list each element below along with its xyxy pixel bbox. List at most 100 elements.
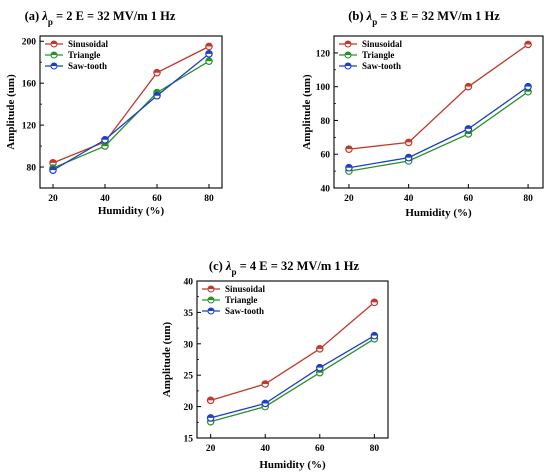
chart-b-title-prefix: (b) (348, 9, 366, 23)
chart-a-title-subscript: p (48, 17, 53, 27)
chart-c-xtick-label: 80 (370, 444, 380, 454)
chart-a-series-point-half-2 (153, 92, 161, 96)
chart-a-series-point-half-1 (205, 57, 213, 62)
chart-b-series-point-half-2 (345, 164, 353, 168)
chart-a-series-point-half-1 (101, 142, 109, 147)
chart-c-title-subscript: p (231, 267, 236, 277)
chart-c-series-line-1 (210, 338, 375, 423)
chart-b-xtick-label: 20 (344, 194, 354, 204)
chart-c-title-symbol: λ (225, 259, 232, 273)
chart-a-series-line-2 (52, 53, 210, 171)
chart-a-series-point-half-2 (205, 50, 213, 54)
chart-b-title-subscript: p (372, 17, 377, 27)
chart-a-title-suffix: = 2 E = 32 MV/m 1 Hz (53, 9, 176, 23)
chart-c-xlabel: Humidity (%) (259, 459, 326, 471)
chart-b-series-point-half-0 (465, 83, 472, 87)
chart-b-ytick-label: 80 (321, 117, 331, 127)
chart-a-series-line-1 (52, 60, 210, 169)
chart-b-title: (b) λp = 3 E = 32 MV/m 1 Hz (348, 9, 500, 27)
chart-a-xtick-label: 20 (48, 194, 58, 204)
chart-b-ytick-label: 60 (321, 151, 331, 161)
chart-a-ytick-label: 200 (22, 38, 37, 48)
chart-c-series-line-0 (210, 301, 375, 401)
chart-b-ytick-label: 120 (316, 49, 331, 59)
chart-a-series-point-half-0 (153, 69, 161, 73)
chart-a-xtick-label: 80 (204, 194, 214, 204)
chart-b-series-point-half-2 (405, 154, 412, 158)
chart-c-series-point-half-2 (371, 332, 378, 336)
chart-b-title-suffix: = 3 E = 32 MV/m 1 Hz (377, 9, 500, 23)
chart-a-ytick-label: 160 (22, 80, 37, 90)
chart-c-series-point-half-0 (207, 397, 214, 401)
chart-a-legend-label-0: Sinusoidal (68, 39, 109, 49)
chart-a-xtick-label: 40 (100, 194, 110, 204)
chart-b-frame (333, 35, 544, 189)
chart-c-xtick-label: 60 (315, 444, 325, 454)
chart-b-series-line-1 (348, 91, 529, 172)
chart-a-title-prefix: (a) (25, 9, 43, 23)
chart-b-legend-label-2: Saw-tooth (362, 61, 401, 71)
chart-c: (c) λp = 4 E = 32 MV/m 1 Hz 15 20 25 30 35 40 2… (161, 259, 389, 471)
chart-c-ytick-label: 35 (184, 309, 194, 319)
chart-a-legend-marker-half-1 (51, 52, 57, 55)
chart-c-ytick-label: 15 (184, 435, 194, 445)
chart-b-ytick-label: 100 (316, 83, 331, 93)
chart-b-series-point-half-0 (405, 139, 412, 143)
chart-a: (a) λp = 2 E = 32 MV/m 1 Hz 80 120 160 200 20… (5, 9, 223, 217)
chart-c-series-point-half-2 (262, 400, 269, 404)
chart-b-series-point-half-2 (465, 125, 472, 129)
chart-c-ytick-label: 40 (184, 278, 194, 288)
chart-b-legend-marker-half-1 (345, 52, 351, 55)
chart-c-legend-marker-half-2 (208, 308, 214, 311)
chart-b-xtick-label: 80 (523, 194, 533, 204)
chart-a-series-point-half-0 (49, 159, 57, 163)
chart-b-xlabel: Humidity (%) (405, 207, 472, 219)
chart-c-title-suffix: = 4 E = 32 MV/m 1 Hz (237, 259, 360, 273)
chart-a-ytick-label: 120 (22, 122, 37, 132)
chart-a-frame (39, 35, 223, 189)
chart-a-legend-marker-half-2 (51, 63, 57, 66)
chart-b-series-line-2 (348, 86, 529, 169)
chart-b-ylabel: Amplitude (um) (301, 74, 313, 150)
chart-c-title: (c) λp = 4 E = 32 MV/m 1 Hz (209, 259, 360, 277)
chart-c-xtick-label: 40 (260, 444, 270, 454)
chart-a-series-point-half-2 (49, 166, 57, 171)
chart-c-ylabel: Amplitude (um) (161, 321, 173, 397)
chart-b-legend-label-1: Triangle (362, 50, 394, 60)
chart-c-legend-label-1: Triangle (225, 295, 257, 305)
chart-a-series-point-half-0 (205, 43, 213, 47)
chart-b-xtick-label: 60 (464, 194, 474, 204)
chart-b-title-symbol: λ (366, 9, 373, 23)
chart-c-xtick-label: 20 (206, 444, 216, 454)
chart-c-title-prefix: (c) (209, 259, 226, 273)
chart-a-title-symbol: λ (41, 9, 48, 23)
chart-c-legend-marker-half-0 (208, 286, 214, 289)
chart-b: (b) λp = 3 E = 32 MV/m 1 Hz 40 60 80 100 120 2… (301, 9, 544, 219)
chart-b-legend-marker-half-2 (345, 63, 351, 66)
chart-c-ytick-label: 25 (184, 372, 194, 382)
chart-b-series-point-half-0 (345, 145, 353, 150)
chart-a-legend-label-1: Triangle (68, 50, 100, 60)
chart-c-series-line-2 (210, 335, 375, 419)
chart-b-series-point-half-0 (524, 41, 532, 45)
chart-b-xtick-label: 40 (404, 194, 414, 204)
chart-a-legend-label-2: Saw-tooth (68, 61, 107, 71)
chart-c-ytick-label: 20 (184, 403, 194, 413)
chart-a-legend-marker-half-0 (51, 41, 57, 44)
chart-c-series-point-half-2 (316, 364, 323, 368)
chart-b-series-line-0 (348, 43, 529, 150)
chart-a-title: (a) λp = 2 E = 32 MV/m 1 Hz (25, 9, 176, 27)
chart-c-legend-label-2: Saw-tooth (225, 306, 264, 316)
chart-c-series-point-half-0 (371, 299, 378, 303)
chart-c-series-point-half-0 (316, 345, 323, 349)
chart-c-series-point-half-2 (207, 414, 214, 418)
chart-a-xlabel: Humidity (%) (98, 205, 165, 217)
chart-c-series-point-half-0 (262, 380, 269, 384)
chart-a-series-line-0 (52, 45, 210, 164)
chart-a-xtick-label: 60 (152, 194, 162, 204)
chart-b-series-point-half-2 (524, 83, 532, 87)
chart-a-series-point-half-1 (153, 89, 161, 93)
chart-a-series-point-half-2 (101, 136, 109, 140)
chart-c-legend-marker-half-1 (208, 297, 214, 300)
chart-b-ytick-label: 40 (321, 185, 331, 195)
